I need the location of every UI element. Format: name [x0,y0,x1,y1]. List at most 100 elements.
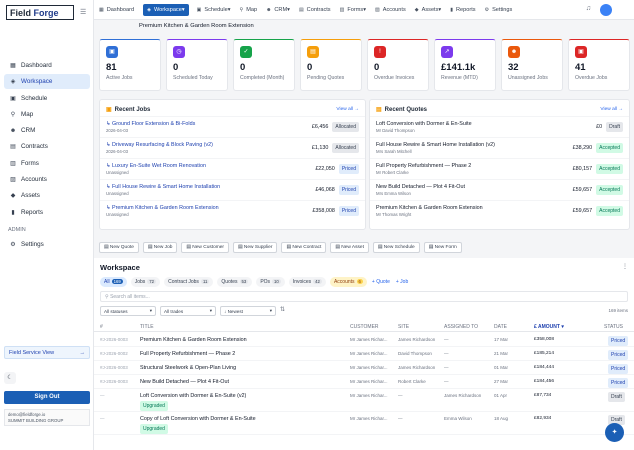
workspace-search-input[interactable]: ⚲ Search all items... [100,291,628,302]
column-header[interactable]: STATUS [604,324,623,330]
new-customer-button[interactable]: ▤ New Customer [181,242,230,253]
stat-card[interactable]: ☻ 32 Unassigned Jobs [501,39,563,91]
topnav-settings[interactable]: ⚙ Settings [485,7,513,13]
topnav-assets[interactable]: ◆ Assets ▾ [415,7,441,13]
topnav-forms[interactable]: ▥ Forms ▾ [340,7,366,13]
column-header[interactable]: CUSTOMER [350,324,379,330]
sidebar-item-schedule[interactable]: ▣ Schedule [4,91,90,106]
stat-card[interactable]: ▣ 81 Active Jobs [99,39,161,91]
stat-card[interactable]: ▤ 0 Pending Quotes [300,39,362,91]
row-title[interactable]: Copy of Loft Conversion with Dormer & En… [140,416,256,422]
filter-chip-contract-jobs[interactable]: Contract Jobs 11 [164,277,214,287]
row-title[interactable]: ↳ Ground Floor Extension & Bi-Folds [106,121,195,127]
filter-chip-invoices[interactable]: Invoices 42 [288,277,326,287]
sidebar-item-workspace[interactable]: ◈ Workspace [4,74,90,90]
row-title[interactable]: Loft Conversion with Dormer & En-Suite [376,121,472,127]
row-title[interactable]: Full House Rewire & Smart Home Installat… [376,142,495,148]
sidebar-item-dashboard[interactable]: ▦ Dashboard [4,58,90,73]
recent-job-row[interactable]: ↳ Driveway Resurfacing & Block Paving (v… [100,137,365,158]
row-title[interactable]: ↳ Luxury En-Suite Wet Room Renovation [106,163,206,169]
new-form-button[interactable]: ▤ New Form [423,242,462,253]
topnav-dashboard[interactable]: ▦ Dashboard [99,7,134,13]
new-asset-button[interactable]: ▤ New Asset [330,242,369,253]
row-title[interactable]: Structural Steelwork & Open-Plan Living [140,365,237,371]
table-row[interactable]: #J-2026-0003 Premium Kitchen & Garden Roo… [94,333,634,347]
filter-chip-pos[interactable]: POs 10 [256,277,285,287]
row-title[interactable]: Full Property Refurbishment — Phase 2 [140,351,236,357]
add-quote-chip[interactable]: + Quote [371,279,390,285]
sidebar-item-accounts[interactable]: ▨ Accounts [4,172,90,187]
filter-chip-accounts[interactable]: Accounts 6 [329,277,367,287]
assistant-fab-button[interactable]: ✦ [605,423,624,442]
topnav-reports[interactable]: ▮ Reports [450,7,475,13]
bell-icon[interactable]: ♫ [585,5,591,12]
sidebar-item-crm[interactable]: ☻ CRM [4,123,90,138]
row-title[interactable]: New Build Detached — Plot 4 Fit-Out [140,379,229,385]
field-service-view-button[interactable]: Field Service View → [4,346,90,359]
avatar[interactable] [600,4,612,16]
trades-filter-select[interactable]: All trades [160,306,216,316]
recent-quote-row[interactable]: Full Property Refurbishment — Phase 2 Mr … [370,158,629,179]
brand-logo[interactable]: Field Forge [6,5,74,20]
topnav-schedule[interactable]: ▣ Schedule ▾ [197,7,231,13]
topnav-map[interactable]: ⚲ Map [240,7,258,13]
topnav-crm[interactable]: ☻ CRM ▾ [266,7,290,13]
sidebar-item-settings[interactable]: ⚙ Settings [4,237,90,252]
sidebar-item-contracts[interactable]: ▤ Contracts [4,139,90,154]
sidebar-item-reports[interactable]: ▮ Reports [4,205,90,220]
filter-chip-all[interactable]: All 169 [100,277,127,287]
status-filter-select[interactable]: All statuses [100,306,156,316]
table-row[interactable]: #J-2026-0003 New Build Detached — Plot 4 … [94,375,634,389]
new-quote-button[interactable]: ▤ New Quote [99,242,139,253]
column-header[interactable]: £ AMOUNT ▾ [534,324,564,330]
row-title[interactable]: New Build Detached — Plot 4 Fit-Out [376,184,465,190]
recent-quote-row[interactable]: Loft Conversion with Dormer & En-Suite Mr… [370,116,629,137]
stat-card[interactable]: ▣ 41 Overdue Jobs [568,39,630,91]
row-title[interactable]: Full Property Refurbishment — Phase 2 [376,163,471,169]
new-job-button[interactable]: ▤ New Job [142,242,178,253]
recent-job-row[interactable]: ↳ Premium Kitchen & Garden Room Extensio… [100,200,365,221]
table-row[interactable]: — Copy of Loft Conversion with Dormer & E… [94,412,634,435]
recent-quote-row[interactable]: New Build Detached — Plot 4 Fit-Out Mrs E… [370,179,629,200]
new-supplier-button[interactable]: ▤ New Supplier [233,242,278,253]
row-title[interactable]: ↳ Driveway Resurfacing & Block Paving (v… [106,142,213,148]
new-schedule-button[interactable]: ▤ New Schedule [372,242,420,253]
topnav-contracts[interactable]: ▤ Contracts [299,7,331,13]
table-row[interactable]: #J-2026-0002 Full Property Refurbishment … [94,347,634,361]
recent-job-row[interactable]: ↳ Ground Floor Extension & Bi-Folds 2026-… [100,116,365,137]
sort-select[interactable]: ↓ Newest [220,306,276,316]
column-header[interactable]: # [100,324,103,330]
table-row[interactable]: #J-2026-0003 Structural Steelwork & Open-… [94,361,634,375]
row-title[interactable]: Premium Kitchen & Garden Room Extension [140,337,247,343]
new-contract-button[interactable]: ▤ New Contract [281,242,327,253]
stat-card[interactable]: ✓ 0 Completed (Month) [233,39,295,91]
topnav-accounts[interactable]: ▨ Accounts [375,7,406,13]
row-title[interactable]: ↳ Full House Rewire & Smart Home Install… [106,184,220,190]
recent-job-row[interactable]: ↳ Full House Rewire & Smart Home Install… [100,179,365,200]
sidebar-item-assets[interactable]: ◆ Assets [4,188,90,203]
dark-mode-toggle-icon[interactable]: ☾ [4,372,16,384]
sign-out-button[interactable]: Sign Out [4,391,90,404]
recent-job-row[interactable]: ↳ Luxury En-Suite Wet Room Renovation Una… [100,158,365,179]
recent-quote-row[interactable]: Full House Rewire & Smart Home Installat… [370,137,629,158]
column-header[interactable]: ASSIGNED TO [444,324,478,330]
sidebar-item-forms[interactable]: ▥ Forms [4,156,90,171]
column-header[interactable]: DATE [494,324,507,330]
recent-quotes-view-all-link[interactable]: View all → [600,107,623,112]
stat-card[interactable]: ↗ £141.1k Revenue (MTD) [434,39,496,91]
filter-chip-jobs[interactable]: Jobs 72 [130,277,161,287]
stat-card[interactable]: ◷ 0 Scheduled Today [166,39,228,91]
menu-icon[interactable]: ☰ [80,9,87,16]
row-title[interactable]: Premium Kitchen & Garden Room Extension [376,205,483,211]
filter-chip-quotes[interactable]: Quotes 53 [217,277,253,287]
row-title[interactable]: Loft Conversion with Dormer & En-Suite (… [140,393,247,399]
sidebar-item-map[interactable]: ⚲ Map [4,107,90,122]
column-header[interactable]: TITLE [140,324,154,330]
add-job-chip[interactable]: + Job [395,279,409,285]
recent-quote-row[interactable]: Premium Kitchen & Garden Room Extension M… [370,200,629,221]
stat-card[interactable]: ! 0 Overdue Invoices [367,39,429,91]
recent-jobs-view-all-link[interactable]: View all → [336,107,359,112]
column-header[interactable]: SITE [398,324,410,330]
sort-icon[interactable]: ⇅ [280,307,286,313]
topnav-workspace[interactable]: ◈ Workspace ▾ [143,3,189,16]
